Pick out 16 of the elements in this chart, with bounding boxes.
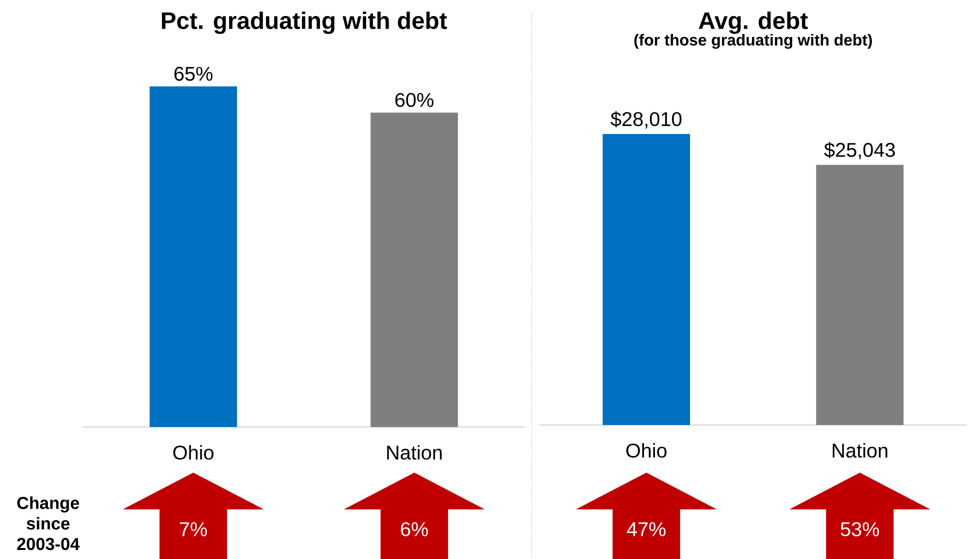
chart-title: Pct. graduating with debt	[162, 11, 447, 34]
x-tick-label: Ohio	[626, 442, 667, 458]
data-label: 60%	[395, 92, 434, 107]
data-label: $28,010	[610, 111, 682, 128]
data-label: $25,043	[824, 142, 895, 160]
x-tick-label: Ohio	[173, 444, 214, 460]
chart-subtitle: (for those graduating with debt)	[634, 34, 872, 49]
x-tick-label: Nation	[832, 442, 888, 458]
text: 47%	[626, 522, 666, 536]
x-tick-label: Nation	[387, 444, 442, 460]
text: 7%	[180, 522, 207, 536]
data-label: 65%	[174, 66, 212, 81]
chart-title: Avg. debt	[698, 11, 808, 34]
text: 6%	[400, 522, 428, 536]
text: Change since 2003-04	[17, 496, 80, 550]
text: 53%	[840, 522, 880, 536]
